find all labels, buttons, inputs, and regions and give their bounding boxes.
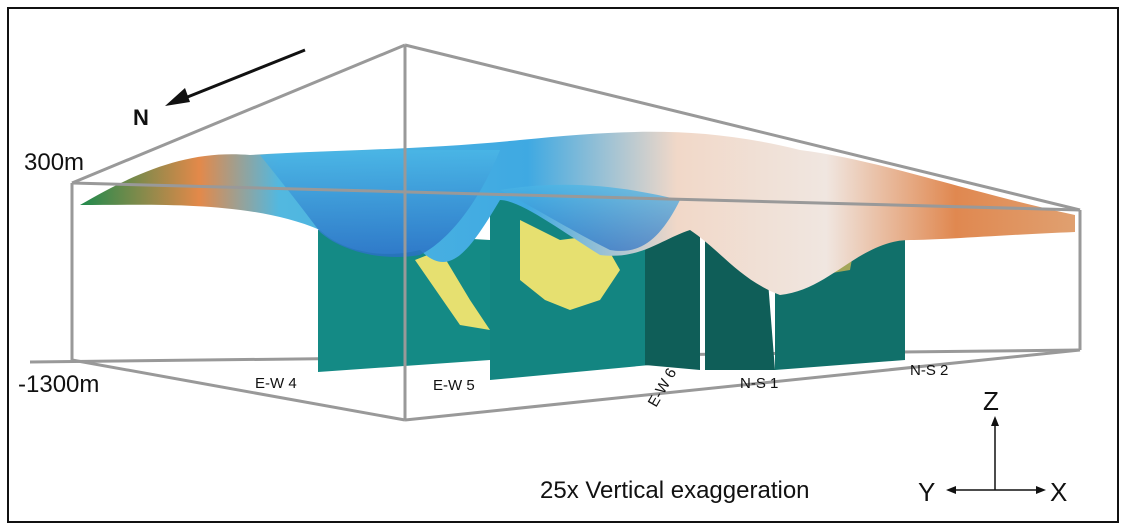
north-label: N	[133, 105, 149, 130]
figure: N 300m -1300m E-W 4 E-W 5 E-W 6 N-S 1 N-…	[0, 0, 1127, 532]
section-label: E-W 5	[433, 377, 475, 394]
section-label: E-W 6	[645, 365, 681, 410]
arrowhead	[1036, 486, 1046, 494]
axis-triad	[950, 420, 1042, 490]
bottom-depth: -1300m	[18, 371, 99, 398]
north-arrow	[180, 50, 305, 100]
note: 25x Vertical exaggeration	[540, 477, 810, 504]
section-label: N-S 2	[910, 362, 948, 379]
section-label: N-S 1	[740, 375, 778, 392]
arrowhead	[991, 416, 999, 426]
page: N 300m -1300m E-W 4 E-W 5 E-W 6 N-S 1 N-…	[0, 0, 1127, 532]
y-label: Y	[918, 477, 935, 507]
top-depth: 300m	[24, 149, 84, 176]
z-label: Z	[983, 386, 999, 416]
section-label: E-W 4	[255, 375, 297, 392]
north-arrowhead	[165, 88, 190, 106]
x-label: X	[1050, 477, 1067, 507]
arrowhead	[946, 486, 956, 494]
